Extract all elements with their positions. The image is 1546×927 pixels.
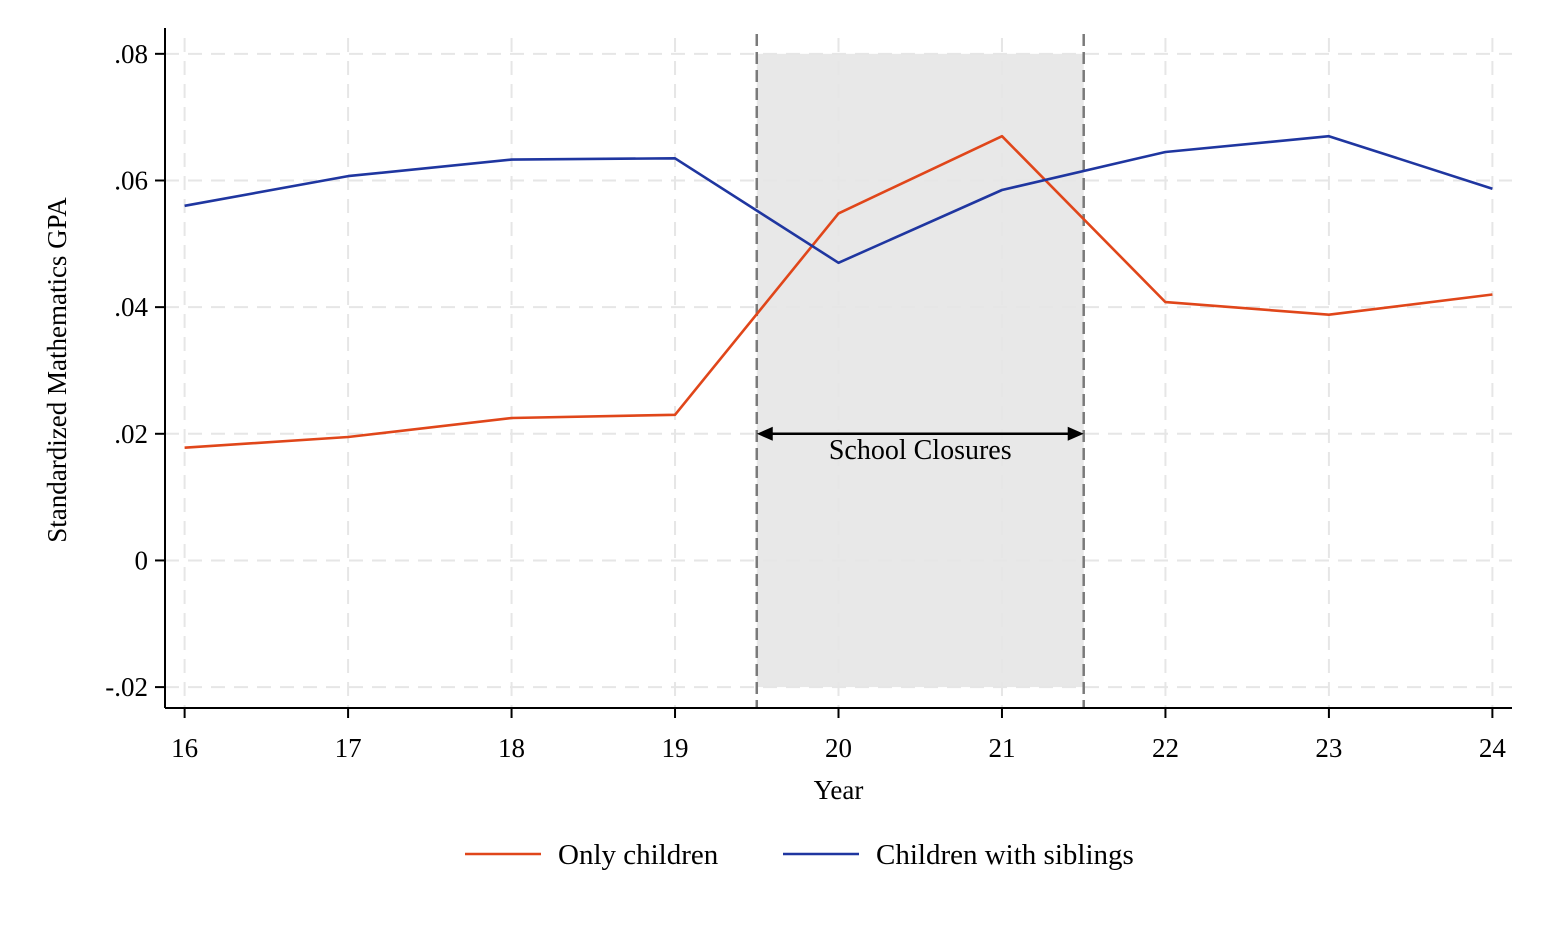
- y-tick-label: -.02: [105, 672, 148, 702]
- closure-boundary-layer: [755, 34, 1085, 708]
- arrow-head-left-icon: [756, 426, 773, 441]
- y-axis-title: Standardized Mathematics GPA: [42, 197, 72, 543]
- x-tick-label: 22: [1152, 733, 1179, 763]
- series-line-only-children: [184, 134, 1493, 449]
- x-tick-label: 16: [171, 733, 198, 763]
- x-tick-label: 18: [498, 733, 525, 763]
- x-tick-label: 17: [335, 733, 362, 763]
- y-tick-label: .04: [114, 292, 148, 322]
- y-tick-label: .02: [114, 419, 148, 449]
- y-tick-label: .06: [114, 165, 148, 195]
- x-tick-label: 20: [825, 733, 852, 763]
- shaded-region-layer: [756, 53, 1084, 688]
- legend-label: Children with siblings: [876, 839, 1134, 871]
- x-tick-label: 19: [662, 733, 689, 763]
- x-tick-label: 21: [988, 733, 1015, 763]
- x-tick-label: 23: [1315, 733, 1342, 763]
- y-tick-label: 0: [135, 545, 149, 575]
- series-layer: [184, 134, 1493, 449]
- school-closures-label: School Closures: [829, 435, 1012, 466]
- legend-label: Only children: [558, 839, 719, 871]
- school-closures-shading: [756, 53, 1084, 688]
- annotation-layer: School Closures: [756, 426, 1084, 466]
- arrow-head-right-icon: [1067, 426, 1084, 441]
- x-tick-label: 24: [1479, 733, 1507, 763]
- x-axis-title: Year: [814, 775, 864, 805]
- y-tick-label: .08: [114, 39, 148, 69]
- series-line-children-with-siblings: [184, 134, 1493, 265]
- y-ticks: -.02 0 .02 .04 .06 .08: [105, 39, 165, 702]
- x-ticks: 16 17 18 19 20 21 22 23 24: [171, 708, 1506, 763]
- legend: Only children Children with siblings: [465, 839, 1134, 871]
